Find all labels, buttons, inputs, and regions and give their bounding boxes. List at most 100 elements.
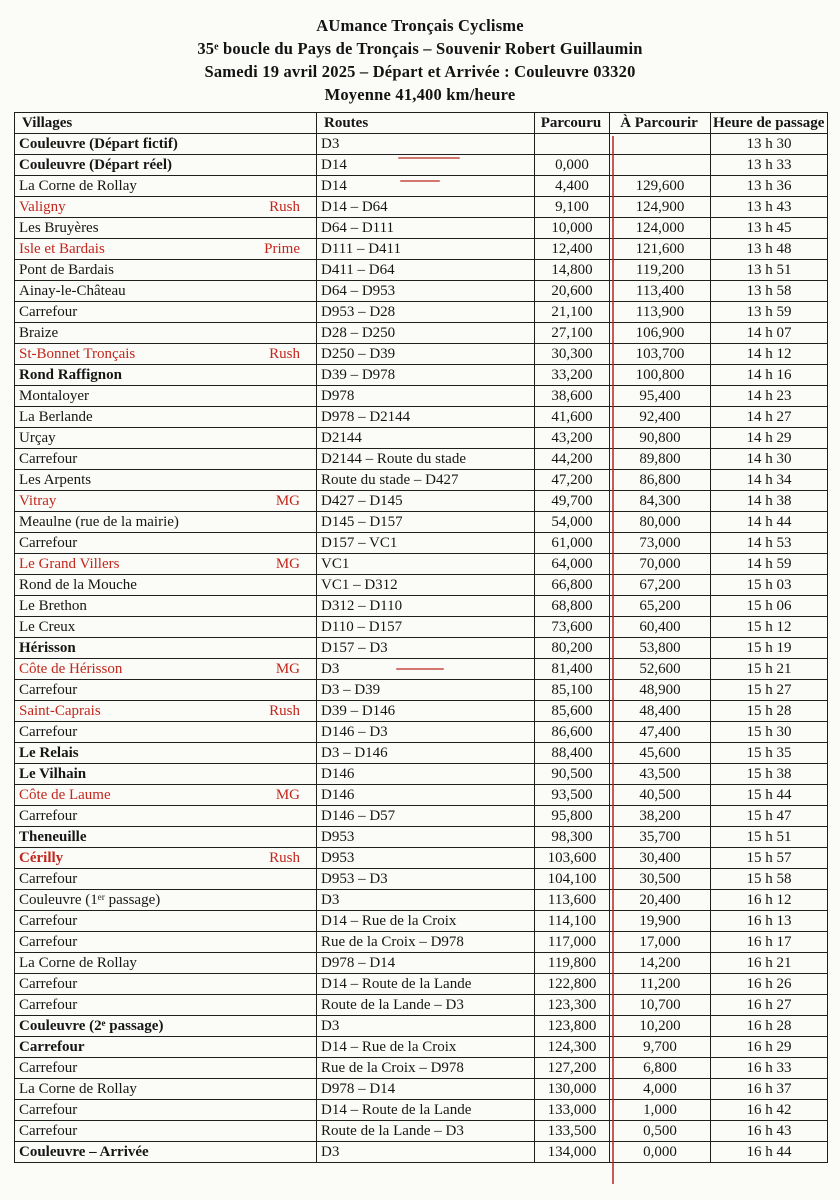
route-cell: Rue de la Croix – D978 [316,1057,535,1079]
parcouru-cell: 73,600 [534,616,610,638]
parcouru-cell: 20,600 [534,280,610,302]
route-cell: D157 – D3 [316,637,535,659]
parcouru-cell: 80,200 [534,637,610,659]
table-row: Carrefour Route de la Lande – D3 133,500 0,… [14,1120,828,1142]
village-cell: Couleuvre (2ᵉ passage) [14,1015,317,1037]
route-cell: VC1 [316,553,535,575]
title-event: 35ᵉ boucle du Pays de Tronçais – Souveni… [197,39,643,58]
route-cell: D14 – Rue de la Croix [316,1036,535,1058]
village-name: Saint-Caprais [19,702,101,719]
village-cell: Montaloyer [14,385,317,407]
table-row: Carrefour Rue de la Croix – D978 127,200 6,… [14,1057,828,1079]
village-cell: Vitray MG [14,490,317,512]
route-cell: D14 – Rue de la Croix [316,910,535,932]
sprint-tag: Rush [269,198,300,215]
route-cell: D14 – Route de la Lande [316,973,535,995]
village-cell: La Corne de Rollay [14,175,317,197]
heure-cell: 16 h 27 [710,994,828,1016]
a-parcourir-cell: 47,400 [609,721,711,743]
village-cell: Couleuvre (Départ réel) [14,154,317,176]
parcouru-cell: 4,400 [534,175,610,197]
title-average-speed: Moyenne 41,400 km/heure [324,85,516,104]
a-parcourir-cell: 65,200 [609,595,711,617]
parcouru-cell: 114,100 [534,910,610,932]
village-cell: Carrefour [14,679,317,701]
route-cell: D3 [316,133,535,155]
heure-cell: 16 h 44 [710,1141,828,1163]
col-header-routes: Routes [316,112,535,134]
village-name: Les Arpents [19,471,92,488]
village-cell: Valigny Rush [14,196,317,218]
table-row: Rond Raffignon D39 – D978 33,200 100,800 14 … [14,364,828,386]
a-parcourir-cell: 89,800 [609,448,711,470]
parcouru-cell: 38,600 [534,385,610,407]
parcouru-cell: 85,100 [534,679,610,701]
village-name: Montaloyer [19,387,89,404]
village-name: Couleuvre (Départ réel) [19,156,173,173]
a-parcourir-cell: 38,200 [609,805,711,827]
a-parcourir-cell: 121,600 [609,238,711,260]
heure-cell: 15 h 19 [710,637,828,659]
parcouru-cell: 14,800 [534,259,610,281]
table-row: Valigny Rush D14 – D64 9,100 124,900 13 h 43 [14,196,828,218]
heure-cell: 13 h 45 [710,217,828,239]
route-cell: D978 – D14 [316,952,535,974]
heure-cell: 15 h 12 [710,616,828,638]
table-row: La Berlande D978 – D2144 41,600 92,400 14 h … [14,406,828,428]
village-name: Le Vilhain [19,765,87,782]
sprint-tag: MG [275,492,300,509]
heure-cell: 14 h 53 [710,532,828,554]
route-cell: D953 – D3 [316,868,535,890]
village-cell: Couleuvre (1ᵉʳ passage) [14,889,317,911]
village-cell: La Corne de Rollay [14,952,317,974]
heure-cell: 15 h 35 [710,742,828,764]
route-cell: Route du stade – D427 [316,469,535,491]
heure-cell: 15 h 21 [710,658,828,680]
heure-cell: 14 h 27 [710,406,828,428]
heure-cell: 14 h 23 [710,385,828,407]
parcouru-cell: 85,600 [534,700,610,722]
heure-cell: 16 h 21 [710,952,828,974]
heure-cell: 14 h 34 [710,469,828,491]
table-row: Carrefour D2144 – Route du stade 44,200 89,… [14,448,828,470]
heure-cell: 16 h 37 [710,1078,828,1100]
table-row: Theneuille D953 98,300 35,700 15 h 51 [14,826,828,848]
route-cell: VC1 – D312 [316,574,535,596]
a-parcourir-cell: 10,700 [609,994,711,1016]
heure-cell: 13 h 43 [710,196,828,218]
parcouru-cell: 64,000 [534,553,610,575]
heure-cell: 14 h 59 [710,553,828,575]
table-row: Vitray MG D427 – D145 49,700 84,300 14 h 38 [14,490,828,512]
a-parcourir-cell: 92,400 [609,406,711,428]
col-header-a-parcourir: À Parcourir [609,112,711,134]
sprint-tag: MG [275,660,300,677]
parcouru-cell: 122,800 [534,973,610,995]
route-cell: D953 – D28 [316,301,535,323]
heure-cell: 15 h 51 [710,826,828,848]
village-cell: Rond Raffignon [14,364,317,386]
village-name: Valigny [19,198,66,215]
a-parcourir-cell: 124,900 [609,196,711,218]
village-cell: Carrefour [14,1099,317,1121]
route-cell: D146 – D3 [316,721,535,743]
table-row: Carrefour D157 – VC1 61,000 73,000 14 h 53 [14,532,828,554]
document-header: AUmance Tronçais Cyclisme 35ᵉ boucle du … [0,14,840,106]
village-name: Carrefour [19,681,78,698]
route-cell: D953 [316,847,535,869]
village-name: Couleuvre – Arrivée [19,1143,149,1160]
heure-cell: 13 h 58 [710,280,828,302]
table-row: Carrefour D14 – Route de la Lande 122,800 1… [14,973,828,995]
route-cell: D14 [316,175,535,197]
village-name: Carrefour [19,450,78,467]
village-cell: Meaulne (rue de la mairie) [14,511,317,533]
route-cell: D145 – D157 [316,511,535,533]
parcouru-cell: 124,300 [534,1036,610,1058]
route-cell: D14 [316,154,535,176]
heure-cell: 15 h 57 [710,847,828,869]
parcouru-cell: 90,500 [534,763,610,785]
parcouru-cell: 86,600 [534,721,610,743]
village-cell: Carrefour [14,910,317,932]
village-cell: Carrefour [14,1057,317,1079]
village-name: Carrefour [19,723,78,740]
sprint-tag: Rush [269,849,300,866]
